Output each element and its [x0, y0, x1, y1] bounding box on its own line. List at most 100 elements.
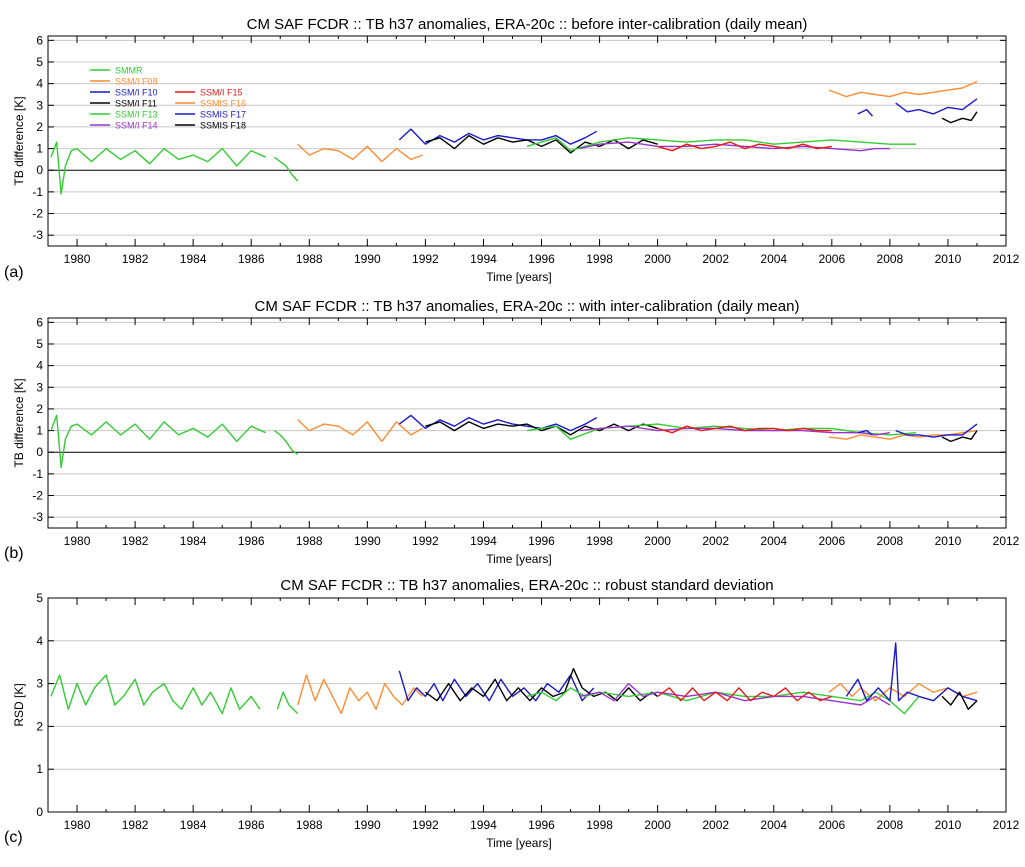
x-tick-label: 1980: [64, 252, 91, 266]
legend-entry: SSM/I F14: [115, 121, 158, 131]
series-line: [895, 423, 978, 438]
series-line: [526, 687, 920, 715]
series-line: [297, 674, 423, 715]
series-line: [941, 111, 978, 124]
x-tick-label: 2002: [702, 818, 729, 832]
x-axis-label: Time [years]: [486, 270, 552, 284]
x-tick-label: 2008: [877, 252, 904, 266]
x-tick-label: 1994: [470, 534, 497, 548]
series-line: [941, 691, 978, 710]
y-tick-label: -3: [32, 228, 43, 242]
panel-label: (b): [4, 545, 24, 562]
x-axis-label: Time [years]: [486, 552, 552, 566]
y-axis-label: RSD [K]: [12, 683, 26, 726]
legend-entry: SSM/I F08: [115, 77, 158, 87]
y-axis-label: TB difference [K]: [12, 378, 26, 467]
x-tick-label: 2010: [935, 818, 962, 832]
y-tick-label: 5: [36, 337, 43, 351]
chart-title: CM SAF FCDR :: TB h37 anomalies, ERA-20c…: [255, 298, 800, 315]
series-line: [828, 80, 978, 98]
chart-title: CM SAF FCDR :: TB h37 anomalies, ERA-20c…: [280, 577, 773, 594]
y-tick-label: 5: [36, 591, 43, 605]
y-tick-label: 6: [36, 315, 43, 329]
series-line: [273, 430, 299, 455]
legend-entry: SSMIS F18: [200, 121, 246, 131]
x-tick-label: 1994: [470, 252, 497, 266]
x-tick-label: 1996: [528, 818, 555, 832]
x-tick-label: 2008: [877, 818, 904, 832]
x-tick-label: 1996: [528, 534, 555, 548]
x-tick-label: 2008: [877, 534, 904, 548]
y-tick-label: -1: [32, 185, 43, 199]
x-tick-label: 1998: [586, 818, 613, 832]
legend-entry: SSMIS F17: [200, 110, 246, 120]
y-tick-label: 3: [36, 380, 43, 394]
legend-entry: SMMR: [115, 66, 143, 76]
series-line: [857, 108, 874, 117]
series-line: [828, 429, 978, 440]
x-tick-label: 2006: [818, 252, 845, 266]
x-tick-label: 1992: [412, 818, 439, 832]
series-line: [941, 430, 978, 443]
plot-frame: [47, 317, 1007, 529]
series-line: [657, 687, 833, 702]
plot-frame: [47, 597, 1007, 813]
chart-panel: 0 1 2 3 4 5 1980 1982 1984 1986 1988 1990 1992 1994 19…: [4, 577, 1020, 850]
chart-panel: -3 -2 -1 0 1 2 3 4 5 6 1980 1982 1984 1986 1988 1990 199…: [4, 16, 1020, 284]
series-line: [297, 143, 423, 163]
series-line: [50, 674, 261, 715]
x-tick-label: 2000: [644, 818, 671, 832]
x-tick-label: 1986: [238, 818, 265, 832]
x-tick-label: 1998: [586, 252, 613, 266]
y-tick-label: 1: [36, 424, 43, 438]
y-tick-label: 0: [36, 805, 43, 819]
x-tick-label: 1996: [528, 252, 555, 266]
x-tick-label: 2004: [760, 818, 787, 832]
series-line: [657, 425, 832, 434]
y-tick-label: 2: [36, 402, 43, 416]
x-tick-label: 1982: [122, 534, 149, 548]
x-tick-label: 1990: [354, 534, 381, 548]
x-tick-label: 1988: [296, 534, 323, 548]
y-tick-label: 4: [36, 634, 43, 648]
x-axis-label: Time [years]: [486, 836, 552, 850]
x-tick-label: 2000: [644, 252, 671, 266]
x-tick-label: 2004: [760, 534, 787, 548]
x-tick-label: 1988: [296, 252, 323, 266]
series-line: [579, 141, 890, 152]
y-tick-label: 6: [36, 33, 43, 47]
x-tick-label: 1980: [64, 818, 91, 832]
x-tick-label: 2012: [993, 534, 1020, 548]
chart-title: CM SAF FCDR :: TB h37 anomalies, ERA-20c…: [247, 16, 808, 33]
series-line: [273, 156, 299, 182]
series-line: [845, 642, 978, 702]
x-tick-label: 1980: [64, 534, 91, 548]
series-line: [657, 141, 832, 152]
y-tick-label: 2: [36, 719, 43, 733]
legend-entry: SSM/I F15: [200, 88, 243, 98]
legend-entry: SSMIS F16: [200, 99, 246, 109]
x-tick-label: 1984: [180, 818, 207, 832]
chart-panel: -3 -2 -1 0 1 2 3 4 5 6 1980 1982 1984 1986 1988 1990 199…: [4, 298, 1020, 566]
y-tick-label: 3: [36, 677, 43, 691]
x-tick-label: 1990: [354, 252, 381, 266]
series-line: [526, 423, 917, 440]
x-tick-label: 1984: [180, 252, 207, 266]
x-tick-label: 1982: [122, 818, 149, 832]
x-tick-label: 2012: [993, 818, 1020, 832]
panel-label: (c): [4, 829, 23, 846]
x-tick-label: 2012: [993, 252, 1020, 266]
x-tick-label: 1982: [122, 252, 149, 266]
x-tick-label: 1998: [586, 534, 613, 548]
y-tick-label: 5: [36, 55, 43, 69]
series-line: [398, 128, 598, 145]
plot-frame: [47, 35, 1007, 247]
series-line: [276, 691, 299, 715]
x-tick-label: 1988: [296, 818, 323, 832]
series-line: [895, 98, 978, 115]
series-line: [857, 429, 873, 436]
x-tick-label: 1986: [238, 534, 265, 548]
y-axis-label: TB difference [K]: [12, 96, 26, 185]
